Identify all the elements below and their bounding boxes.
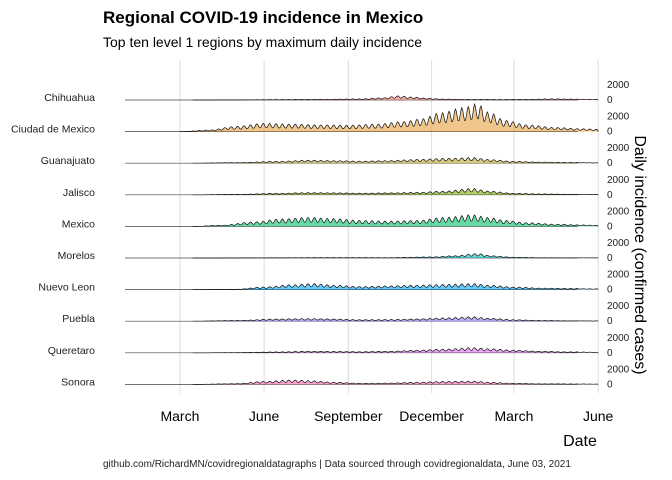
region-label: Ciudad de Mexico [11,124,95,136]
y-tick-label: 2000 [607,175,630,186]
label-layer: March June September December March June Chihu… [11,80,630,424]
region-label: Sonora [61,376,95,388]
ridge-line [192,347,599,354]
y-tick-label: 2000 [607,80,630,91]
x-tick-label: September [314,408,383,424]
y-tick-label: 2000 [607,206,630,217]
y-tick-label: 0 [607,253,613,264]
y-axis-title: Daily incidence (confirmed cases) [631,135,648,374]
ridge-area [192,214,599,227]
ridge-line [192,283,599,290]
y-tick-label: 2000 [607,270,630,281]
x-tick-label: December [399,408,464,424]
y-tick-label: 0 [607,158,613,169]
ridge-line [192,95,599,101]
y-tick-label: 2000 [607,112,630,123]
region-label: Queretaro [48,345,95,357]
y-tick-label: 0 [607,127,613,138]
ridge-layer [179,95,599,385]
region-label: Nuevo Leon [38,282,95,294]
region-label: Guanajuato [41,155,95,167]
ridge-area [192,253,599,258]
ridge-line [192,188,599,196]
y-tick-label: 0 [607,221,613,232]
region-label: Morelos [58,250,95,262]
y-tick-label: 0 [607,285,613,296]
x-tick-label: March [495,408,534,424]
region-label: Puebla [62,313,95,325]
chart-subtitle: Top ten level 1 regions by maximum daily… [103,34,423,50]
y-tick-label: 2000 [607,143,630,154]
region-label: Chihuahua [44,92,95,104]
ridge-line [179,103,599,132]
y-tick-label: 0 [607,379,613,390]
y-tick-label: 0 [607,316,613,327]
y-tick-label: 2000 [607,333,630,344]
ridge-area [192,283,599,290]
ridge-line [192,214,599,227]
y-tick-label: 2000 [607,364,630,375]
region-label: Jalisco [63,187,95,199]
region-label: Mexico [62,218,95,230]
y-tick-label: 2000 [607,238,630,249]
ridge-line [192,379,599,385]
x-tick-label: March [160,408,199,424]
x-axis-title: Date [563,433,597,450]
y-tick-label: 0 [607,190,613,201]
chart-caption: github.com/RichardMN/covidregionaldatagr… [103,459,571,470]
ridge-line [192,157,599,164]
y-tick-label: 2000 [607,301,630,312]
ridge-line [192,253,599,259]
ridge-area [179,104,599,132]
chart-title: Regional COVID-19 incidence in Mexico [103,8,424,27]
ridge-area [192,347,599,353]
y-tick-label: 0 [607,348,613,359]
ridge-line [192,316,599,322]
x-tick-label: June [249,408,280,424]
x-tick-label: June [583,408,614,424]
y-tick-label: 0 [607,95,613,106]
